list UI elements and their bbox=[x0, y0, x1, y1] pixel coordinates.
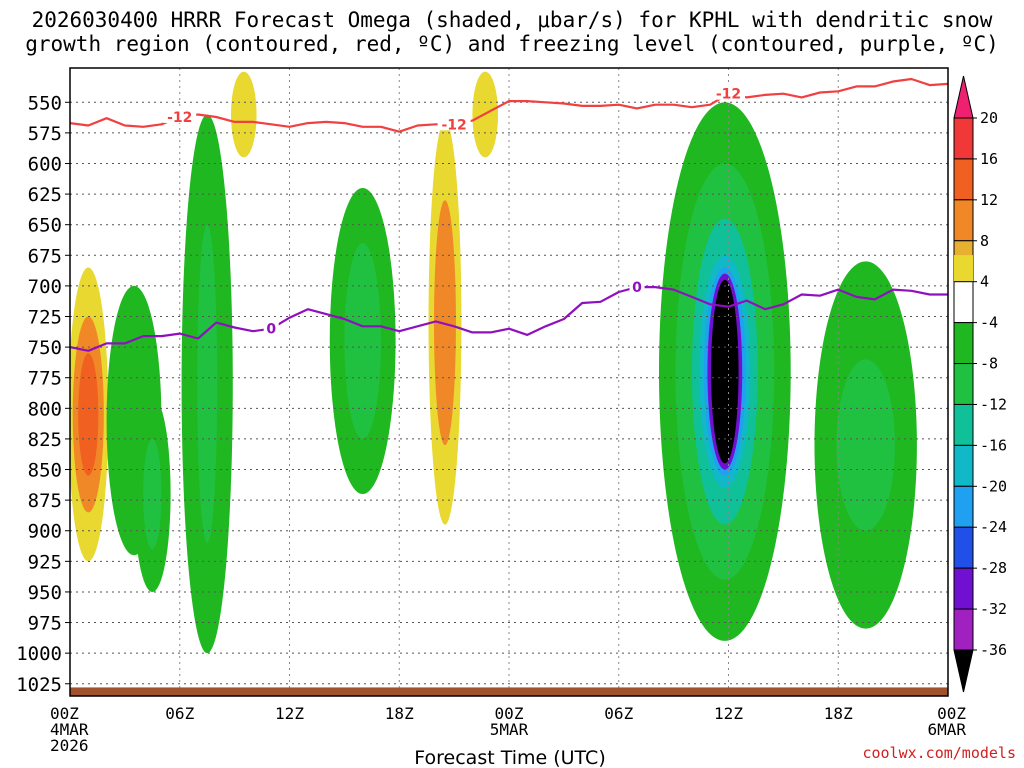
x-tick-label-24-1: 5MAR bbox=[490, 720, 529, 739]
x-tick-label-30-0: 06Z bbox=[604, 704, 633, 723]
colorbar-label-12: -32 bbox=[980, 600, 1007, 618]
colorbar-seg-neg-4 bbox=[953, 485, 974, 528]
colorbar-label-4: 4 bbox=[980, 273, 989, 291]
y-tick-label-700: 700 bbox=[28, 276, 62, 298]
freezing-contour-label-1: 0 bbox=[632, 280, 642, 296]
y-tick-label-800: 800 bbox=[28, 398, 62, 420]
colorbar-label-11: -28 bbox=[980, 559, 1007, 577]
chart-title-line-2: growth region (contoured, red, ºC) and f… bbox=[25, 32, 999, 56]
y-tick-label-875: 875 bbox=[28, 490, 62, 512]
colorbar-label-9: -20 bbox=[980, 477, 1007, 495]
colorbar-seg-neg-0 bbox=[953, 322, 974, 365]
colorbar-label-1: 16 bbox=[980, 150, 998, 168]
y-tick-label-925: 925 bbox=[28, 551, 62, 573]
dgz-contour-label-bg-1 bbox=[437, 116, 471, 131]
freezing-contour-label-bg-0 bbox=[263, 320, 279, 335]
colorbar-label-7: -12 bbox=[980, 395, 1007, 413]
freezing-contour-line bbox=[70, 286, 948, 352]
colorbar-seg-16-20 bbox=[953, 117, 974, 160]
omega-shading bbox=[70, 71, 917, 654]
x-axis-label: Forecast Time (UTC) bbox=[414, 747, 605, 768]
y-tick-label-575: 575 bbox=[28, 123, 62, 145]
y-tick-label-1025: 1025 bbox=[16, 674, 62, 696]
dgz-contour-label-0: -12 bbox=[167, 110, 192, 126]
x-tick-label-0-2: 2026 bbox=[50, 736, 89, 755]
y-tick-label-550: 550 bbox=[28, 92, 62, 114]
dgz-contour-line bbox=[70, 77, 948, 133]
x-tick-label-48-1: 6MAR bbox=[927, 720, 966, 739]
colorbar-seg-neg-7 bbox=[953, 608, 974, 651]
y-tick-label-1000: 1000 bbox=[16, 643, 62, 665]
x-tick-label-36-0: 12Z bbox=[714, 704, 743, 723]
colorbar-label-2: 12 bbox=[980, 191, 998, 209]
colorbar-seg-neg-3 bbox=[953, 444, 974, 487]
colorbar-seg-neg-2 bbox=[953, 403, 974, 446]
contours: -12 -12 -12 0 0 bbox=[70, 77, 948, 352]
omega-feature-10-band-1 bbox=[836, 359, 895, 531]
y-tick-label-650: 650 bbox=[28, 215, 62, 237]
colorbar-seg-neg-1 bbox=[953, 363, 974, 405]
y-tick-label-950: 950 bbox=[28, 582, 62, 604]
dgz-contour-label-bg-2 bbox=[712, 85, 745, 100]
dgz-contour-label-bg-0 bbox=[163, 108, 197, 123]
colorbar-seg-8-12 bbox=[953, 199, 974, 242]
colorbar-label-5: -4 bbox=[980, 314, 998, 332]
y-tick-label-675: 675 bbox=[28, 245, 62, 267]
x-tick-label-18-0: 18Z bbox=[385, 704, 414, 723]
y-tick-label-825: 825 bbox=[28, 429, 62, 451]
colorbar-seg-4-8-lower bbox=[954, 255, 973, 282]
y-tick-label-775: 775 bbox=[28, 368, 62, 390]
site-credit: coolwx.com/models bbox=[862, 744, 1016, 762]
colorbar-label-0: 20 bbox=[980, 109, 998, 127]
plot-frame bbox=[69, 67, 949, 697]
x-tick-label-0-1: 4MAR bbox=[50, 720, 89, 739]
colorbar-top-arrow bbox=[953, 75, 974, 119]
omega-feature-8-band-1 bbox=[344, 243, 381, 439]
y-tick-label-975: 975 bbox=[28, 613, 62, 635]
colorbar-label-10: -24 bbox=[980, 518, 1007, 536]
omega-feature-4-band-0 bbox=[230, 71, 257, 158]
y-tick-label-850: 850 bbox=[28, 460, 62, 482]
omega-feature-7-band-1 bbox=[197, 224, 218, 543]
colorbar-seg-12-16 bbox=[953, 158, 974, 201]
pressure-axis: 550 575 600 625 650 675 700 725 750 775 800 825 850 8… bbox=[16, 92, 70, 696]
omega-feature-9-band-6 bbox=[711, 279, 739, 464]
x-tick-label-48-0: 00Z bbox=[937, 704, 966, 723]
colorbar-seg-neg-6 bbox=[953, 567, 974, 610]
y-tick-label-625: 625 bbox=[28, 184, 62, 206]
colorbar-label-8: -16 bbox=[980, 436, 1007, 454]
x-tick-label-12-0: 12Z bbox=[275, 704, 304, 723]
grid bbox=[69, 68, 949, 696]
y-tick-label-900: 900 bbox=[28, 521, 62, 543]
colorbar-seg-neg-5 bbox=[953, 526, 974, 569]
colorbar-label-6: -8 bbox=[980, 355, 998, 373]
x-tick-label-6-0: 06Z bbox=[165, 704, 194, 723]
y-tick-label-725: 725 bbox=[28, 307, 62, 329]
omega-feature-6-band-1 bbox=[143, 438, 162, 550]
x-tick-label-0-0: 00Z bbox=[50, 704, 79, 723]
y-tick-label-750: 750 bbox=[28, 337, 62, 359]
omega-feature-0-band-2 bbox=[78, 353, 99, 476]
x-tick-label-24-0: 00Z bbox=[495, 704, 524, 723]
dgz-contour-label-1: -12 bbox=[441, 117, 466, 133]
chart-title-line-1: 2026030400 HRRR Forecast Omega (shaded, … bbox=[31, 8, 993, 32]
colorbar-bottom-arrow bbox=[953, 649, 974, 693]
freezing-contour-label-0: 0 bbox=[266, 322, 276, 338]
y-tick-label-600: 600 bbox=[28, 153, 62, 175]
freezing-contour-label-bg-1 bbox=[629, 279, 645, 294]
omega-feature-2-band-1 bbox=[434, 200, 456, 446]
colorbar-seg-neutral bbox=[953, 281, 974, 324]
colorbar-label-13: -36 bbox=[980, 641, 1007, 659]
terrain-band-fill bbox=[70, 687, 948, 696]
terrain-band bbox=[70, 687, 948, 696]
dgz-contour-label-2: -12 bbox=[716, 87, 741, 103]
colorbar: 20 16 12 8 4 -4 -8 -12 -16 -20 -24 -28 -32 -36 bbox=[953, 75, 1007, 693]
colorbar-label-3: 8 bbox=[980, 232, 989, 250]
x-tick-label-42-0: 18Z bbox=[824, 704, 853, 723]
